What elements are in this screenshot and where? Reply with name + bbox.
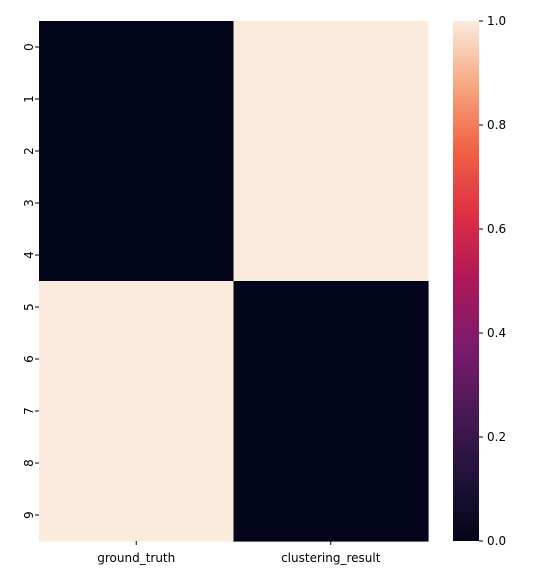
- colorbar-tick-label: 0.2: [487, 430, 506, 444]
- heatmap-cell-2-ground_truth: [39, 125, 235, 178]
- heatmap-cell-9-clustering_result: [233, 489, 429, 542]
- heatmap-cell-3-clustering_result: [233, 177, 429, 230]
- colorbar: [453, 21, 479, 541]
- row-tick-label: 6: [22, 355, 36, 363]
- heatmap-cells: [39, 21, 429, 542]
- heatmap-cell-4-ground_truth: [39, 229, 235, 282]
- colorbar-tick-labels: 0.0 0.2 0.4 0.6 0.8 1.0: [479, 14, 506, 548]
- heatmap-cell-7-ground_truth: [39, 385, 235, 438]
- row-tick-label: 3: [22, 199, 36, 207]
- column-tick-labels: ground_truth clustering_result: [97, 541, 381, 565]
- row-tick-label: 7: [22, 407, 36, 415]
- colorbar-tick-label: 1.0: [487, 14, 506, 28]
- colorbar-tick-label: 0.4: [487, 326, 506, 340]
- heatmap-cell-1-clustering_result: [233, 73, 429, 126]
- column-tick-label: ground_truth: [97, 551, 175, 565]
- column-tick-label: clustering_result: [281, 551, 381, 565]
- heatmap-cell-2-clustering_result: [233, 125, 429, 178]
- colorbar-tick-label: 0.8: [487, 118, 506, 132]
- colorbar-tick-label: 0.6: [487, 222, 506, 236]
- heatmap-cell-8-clustering_result: [233, 437, 429, 490]
- heatmap-cell-9-ground_truth: [39, 489, 235, 542]
- heatmap-cell-6-ground_truth: [39, 333, 235, 386]
- heatmap-cell-8-ground_truth: [39, 437, 235, 490]
- row-tick-label: 4: [22, 251, 36, 259]
- row-tick-labels: 0 1 2 3 4 5 6 7 8 9: [22, 43, 39, 519]
- colorbar-gradient: [453, 21, 479, 541]
- heatmap-cell-6-clustering_result: [233, 333, 429, 386]
- row-tick-label: 1: [22, 95, 36, 103]
- heatmap-cell-5-clustering_result: [233, 281, 429, 334]
- heatmap-cell-4-clustering_result: [233, 229, 429, 282]
- row-tick-label: 0: [22, 43, 36, 51]
- colorbar-tick-label: 0.0: [487, 534, 506, 548]
- row-tick-label: 2: [22, 147, 36, 155]
- heatmap-cell-5-ground_truth: [39, 281, 235, 334]
- row-tick-label: 8: [22, 459, 36, 467]
- heatmap-cell-0-ground_truth: [39, 21, 235, 74]
- heatmap-cell-7-clustering_result: [233, 385, 429, 438]
- heatmap-cell-0-clustering_result: [233, 21, 429, 74]
- row-tick-label: 5: [22, 303, 36, 311]
- row-tick-label: 9: [22, 511, 36, 519]
- heatmap-cell-1-ground_truth: [39, 73, 235, 126]
- heatmap-cell-3-ground_truth: [39, 177, 235, 230]
